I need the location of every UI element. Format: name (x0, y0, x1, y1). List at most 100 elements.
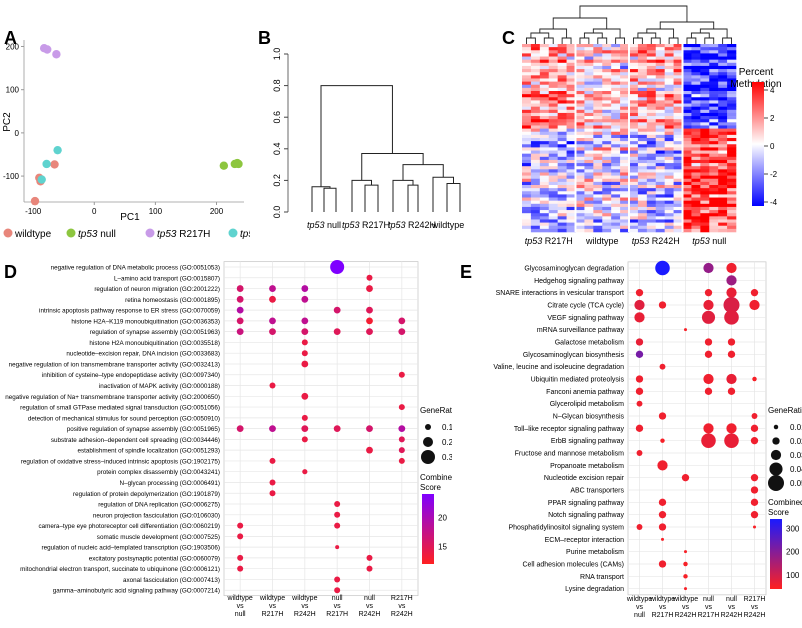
heatmap-cell (691, 109, 701, 114)
heatmap-cell (522, 97, 532, 101)
heatmap-cell (646, 56, 657, 60)
heatmap-cell (629, 87, 639, 92)
heatmap-cell (602, 206, 612, 211)
heatmap-cell (700, 163, 710, 167)
heatmap-cell (637, 219, 648, 223)
heatmap-cell (620, 59, 630, 64)
dotplot-column-label: R242H (675, 612, 697, 619)
heatmap-cell (637, 65, 648, 70)
heatmap-cell (664, 181, 674, 186)
heatmap-cell (539, 84, 550, 89)
pca-y-tick-label: -100 (3, 172, 20, 181)
dendro-y-tick-label: 0.0 (272, 206, 282, 219)
heatmap-cell (522, 119, 532, 123)
heatmap-cell (602, 87, 612, 92)
heatmap-cell (655, 147, 665, 151)
heatmap-cell (557, 56, 567, 60)
heatmap-cell (530, 75, 541, 79)
heatmap-cell (691, 225, 701, 230)
heatmap-cell (655, 210, 665, 214)
heatmap-cell (700, 50, 710, 54)
dotplot-point (750, 486, 759, 494)
heatmap-cell (611, 103, 621, 107)
pca-legend-label: tp53 R242H (240, 229, 250, 240)
heatmap-cell (539, 72, 550, 76)
heatmap-cell (566, 150, 576, 154)
heatmap-cell (530, 169, 541, 173)
heatmap-cell (709, 169, 719, 173)
heatmap-cell (557, 163, 567, 167)
heatmap-cell (530, 191, 541, 195)
heatmap-cell (602, 210, 612, 214)
heatmap-cell (664, 97, 674, 101)
dotplot-term-label: VEGF signaling pathway (547, 315, 624, 322)
heatmap-cell (557, 194, 567, 198)
heatmap-cell (655, 50, 665, 54)
size-legend-key (423, 437, 433, 447)
heatmap-cell (584, 191, 594, 195)
heatmap-cell (575, 78, 585, 82)
heatmap-cell (522, 197, 532, 201)
heatmap-cell (673, 56, 683, 60)
heatmap-cell (646, 150, 657, 154)
heatmap-cell (646, 185, 657, 189)
heatmap-cell (673, 94, 683, 98)
size-legend-key (772, 437, 780, 445)
heatmap-cell (682, 122, 692, 126)
heatmap-cell (691, 75, 701, 79)
heatmap-cell (646, 144, 657, 148)
heatmap-cell (673, 225, 683, 230)
heatmap-cell (673, 210, 683, 214)
heatmap-cell (718, 119, 728, 123)
heatmap-cell (584, 225, 594, 230)
heatmap-cell (727, 94, 737, 98)
dotplot-column-label: wildtype (227, 595, 253, 602)
heatmap-cell (637, 188, 648, 192)
heatmap-cell (522, 191, 532, 195)
heatmap-cell (629, 78, 639, 82)
color-legend-tick-label: 200 (786, 548, 800, 557)
heatmap-cell (700, 138, 710, 142)
heatmap-cell (620, 116, 630, 120)
heatmap-cell (566, 128, 576, 133)
heatmap-cell (691, 216, 701, 220)
pca-point (50, 160, 59, 169)
heatmap-cell (602, 225, 612, 230)
heatmap-cell (620, 228, 630, 233)
heatmap-cell (655, 131, 665, 136)
heatmap-cell (718, 125, 728, 129)
heatmap-cell (682, 219, 692, 223)
heatmap-tree-branch (579, 5, 688, 22)
dotplot-term-label: ABC transporters (570, 488, 624, 495)
heatmap-cell (522, 125, 532, 129)
dotplot-point (704, 350, 713, 358)
heatmap-cell (682, 56, 692, 60)
heatmap-cell (611, 78, 621, 82)
heatmap-cell (673, 203, 683, 208)
heatmap-cell (691, 47, 701, 51)
dotplot-point (366, 274, 373, 281)
heatmap-cell (629, 131, 639, 136)
heatmap-cell (620, 166, 630, 170)
dotplot-point (684, 587, 687, 591)
size-legend-label: 0.03 (790, 451, 802, 460)
heatmap-cell (602, 131, 612, 136)
heatmap-cell (682, 147, 692, 151)
heatmap-cell (682, 94, 692, 98)
heatmap-cell (629, 175, 639, 180)
heatmap-cell (566, 75, 576, 79)
dotplot-point (333, 306, 341, 314)
heatmap-cell (646, 116, 657, 120)
heatmap-cell (709, 150, 719, 154)
heatmap-cell (548, 87, 558, 92)
heatmap-cell (611, 213, 621, 217)
heatmap-cell (522, 219, 532, 223)
heatmap-cell (593, 47, 603, 51)
heatmap-cell (522, 172, 532, 176)
heatmap-cell (566, 203, 576, 208)
heatmap-cell (611, 91, 621, 95)
heatmap-cell (727, 109, 737, 114)
heatmap-cell (611, 97, 621, 101)
heatmap-cell (709, 181, 719, 186)
